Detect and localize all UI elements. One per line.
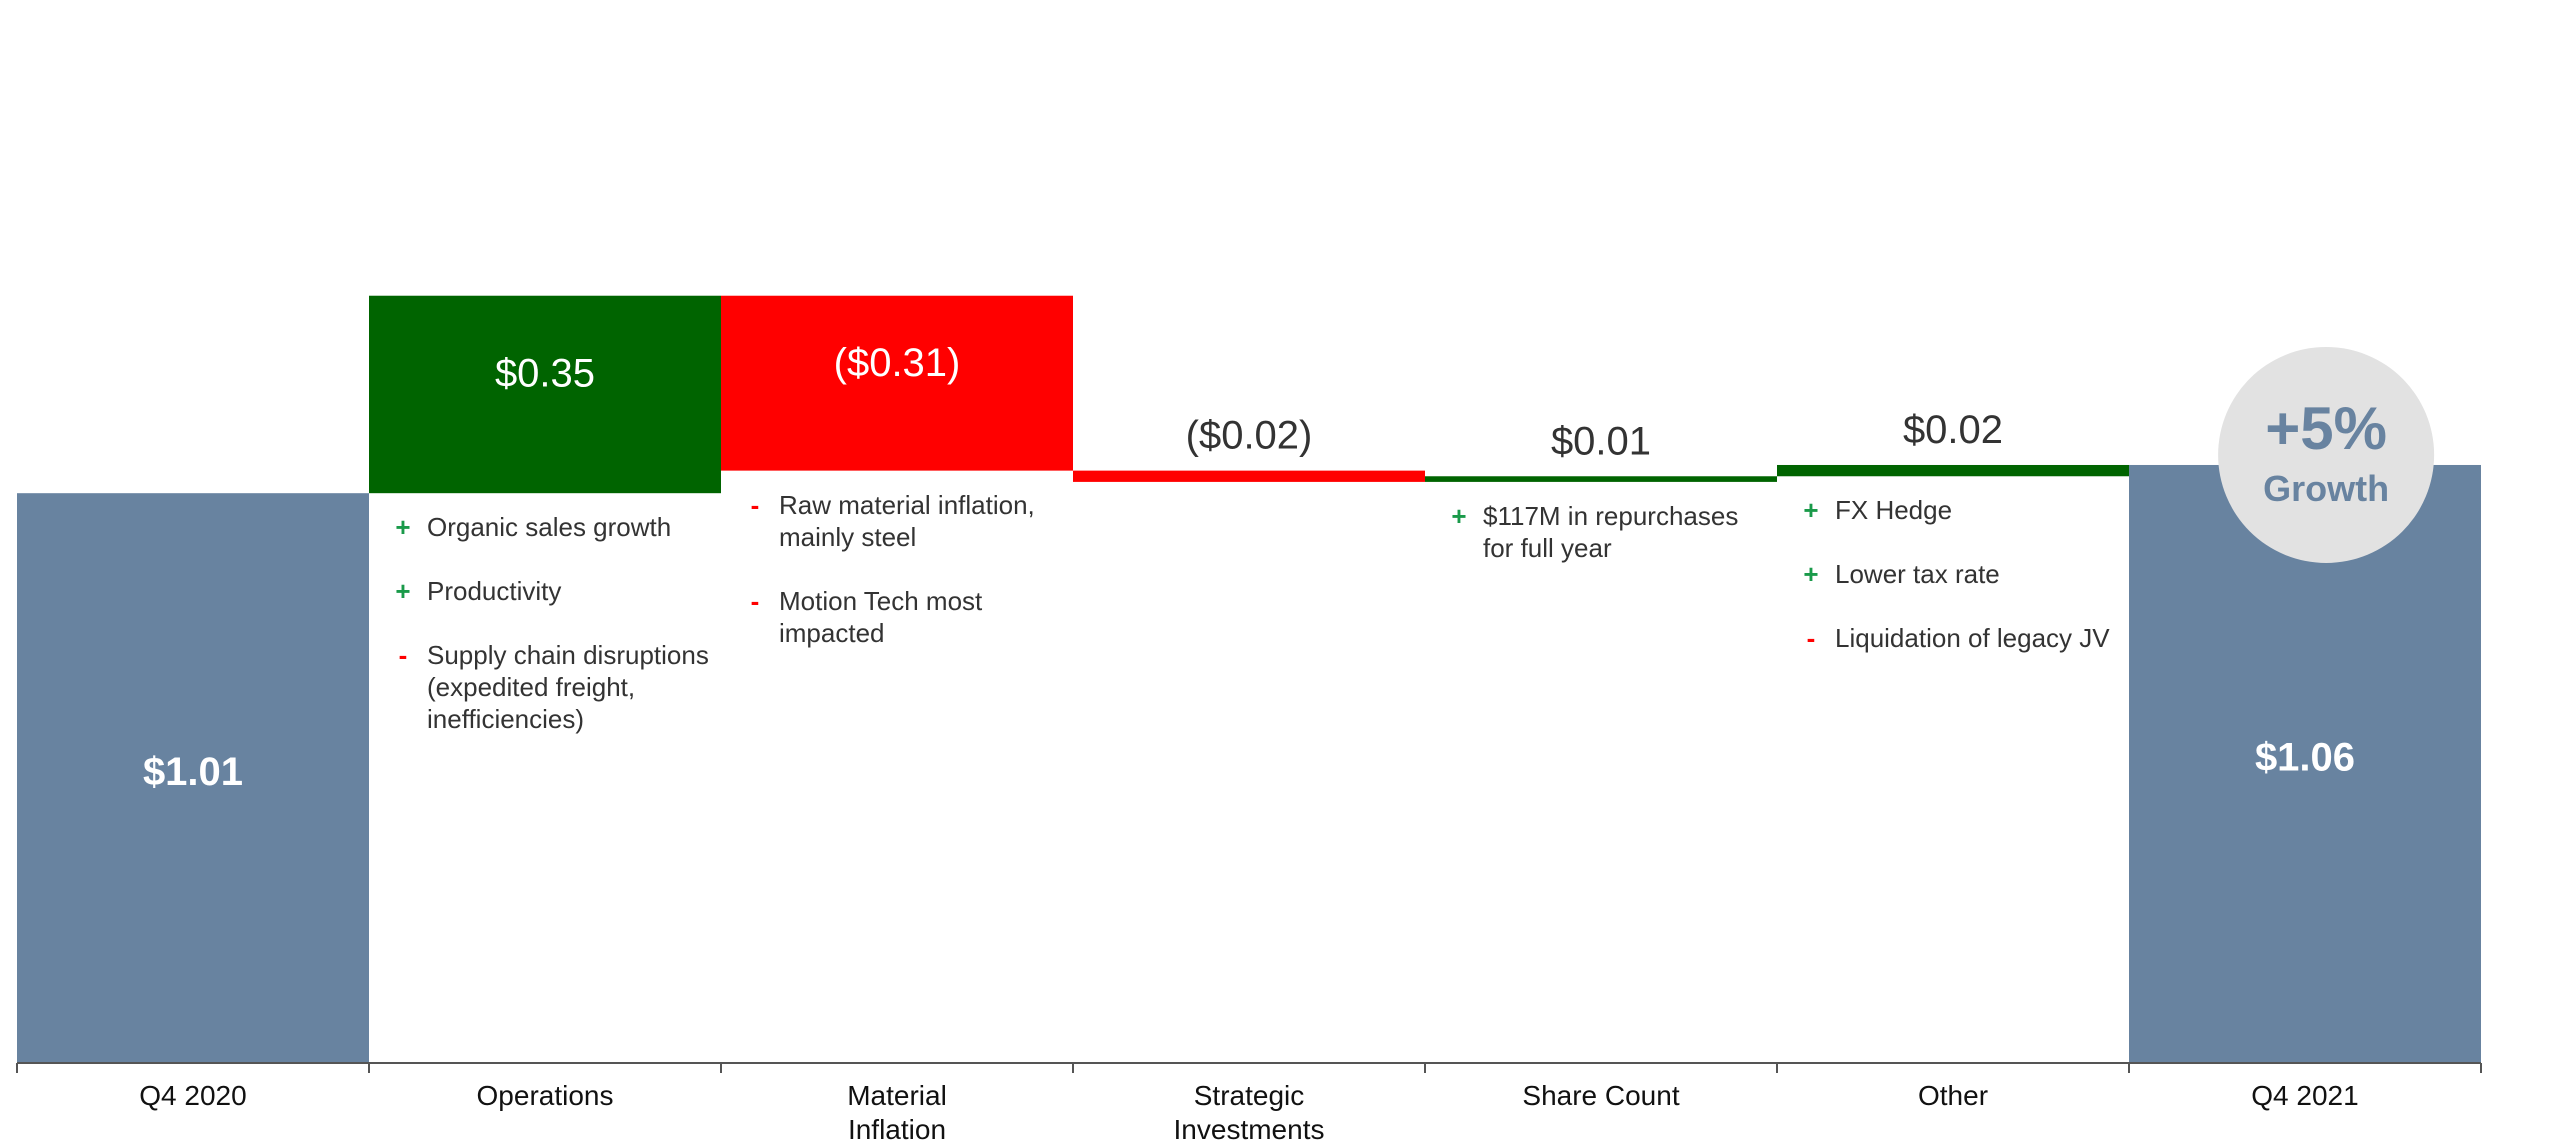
bar-material-inflation	[721, 295, 1073, 471]
note-text: FX Hedge	[1835, 495, 1953, 526]
minus-icon: -	[1806, 623, 1816, 654]
bar-q4-2021	[2129, 464, 2481, 1063]
growth-badge-label: Growth	[2263, 468, 2389, 509]
notes-material-inflation: - Raw material inflation, mainly steel - Mo…	[743, 489, 1065, 681]
note-text: $117M in repurchases for full year	[1483, 500, 1739, 563]
tick-label-operations: Operations	[477, 1080, 614, 1111]
notes-share-count: + $117M in repurchases for full year	[1447, 500, 1769, 596]
plus-icon: +	[395, 576, 411, 607]
value-label-q4-2020: $1.01	[143, 750, 243, 794]
value-label-strategic-investments: ($0.02)	[1186, 414, 1313, 458]
note-item: - Motion Tech most impacted	[743, 585, 1065, 649]
bar-strategic-investments	[1073, 470, 1425, 482]
notes-other: + FX Hedge + Lower tax rate - Liquidation of …	[1799, 494, 2121, 686]
tick-label-share-count: Share Count	[1522, 1080, 1679, 1111]
bar-operations	[369, 295, 721, 494]
tick-label-material-inflation: Material Inflation	[847, 1080, 947, 1145]
note-item: + Lower tax rate	[1799, 558, 2121, 590]
tick-label-other: Other	[1918, 1080, 1988, 1111]
note-text: Lower tax rate	[1835, 559, 2000, 590]
bar-share-count	[1425, 476, 1777, 482]
growth-badge-value: +5%	[2265, 395, 2387, 462]
plus-icon: +	[395, 512, 411, 543]
note-item: - Liquidation of legacy JV	[1799, 622, 2121, 654]
minus-icon: -	[750, 585, 760, 616]
tick-label-q4-2020: Q4 2020	[139, 1080, 246, 1111]
plus-icon: +	[1803, 559, 1819, 590]
note-item: + FX Hedge	[1799, 494, 2121, 526]
note-text: Raw material inflation, mainly steel	[779, 489, 1035, 552]
note-text: Supply chain disruptions (expedited frei…	[427, 640, 709, 735]
minus-icon: -	[750, 489, 760, 520]
plus-icon: +	[1803, 495, 1819, 526]
note-item: - Raw material inflation, mainly steel	[743, 489, 1065, 553]
value-label-q4-2021: $1.06	[2255, 736, 2355, 780]
note-text: Organic sales growth	[427, 512, 672, 543]
value-label-operations: $0.35	[495, 352, 595, 396]
tick-label-q4-2021: Q4 2021	[2251, 1080, 2358, 1111]
bar-q4-2020	[17, 493, 369, 1064]
note-item: + Organic sales growth	[391, 511, 713, 543]
note-item: + $117M in repurchases for full year	[1447, 500, 1769, 564]
value-label-material-inflation: ($0.31)	[834, 341, 961, 385]
plus-icon: +	[1451, 500, 1467, 531]
value-label-share-count: $0.01	[1551, 419, 1651, 463]
note-text: Liquidation of legacy JV	[1835, 623, 2110, 654]
minus-icon: -	[398, 640, 408, 671]
note-item: + Productivity	[391, 575, 713, 607]
growth-badge	[2218, 346, 2435, 563]
note-text: Productivity	[427, 576, 562, 607]
value-label-other: $0.02	[1903, 408, 2003, 452]
note-item: - Supply chain disruptions (expedited fre…	[391, 639, 713, 735]
notes-operations: + Organic sales growth + Productivity - Suppl…	[391, 511, 713, 767]
bar-other	[1777, 464, 2129, 477]
tick-label-strategic-investments: Strategic Investments	[1174, 1080, 1325, 1145]
note-text: Motion Tech most impacted	[779, 585, 983, 648]
